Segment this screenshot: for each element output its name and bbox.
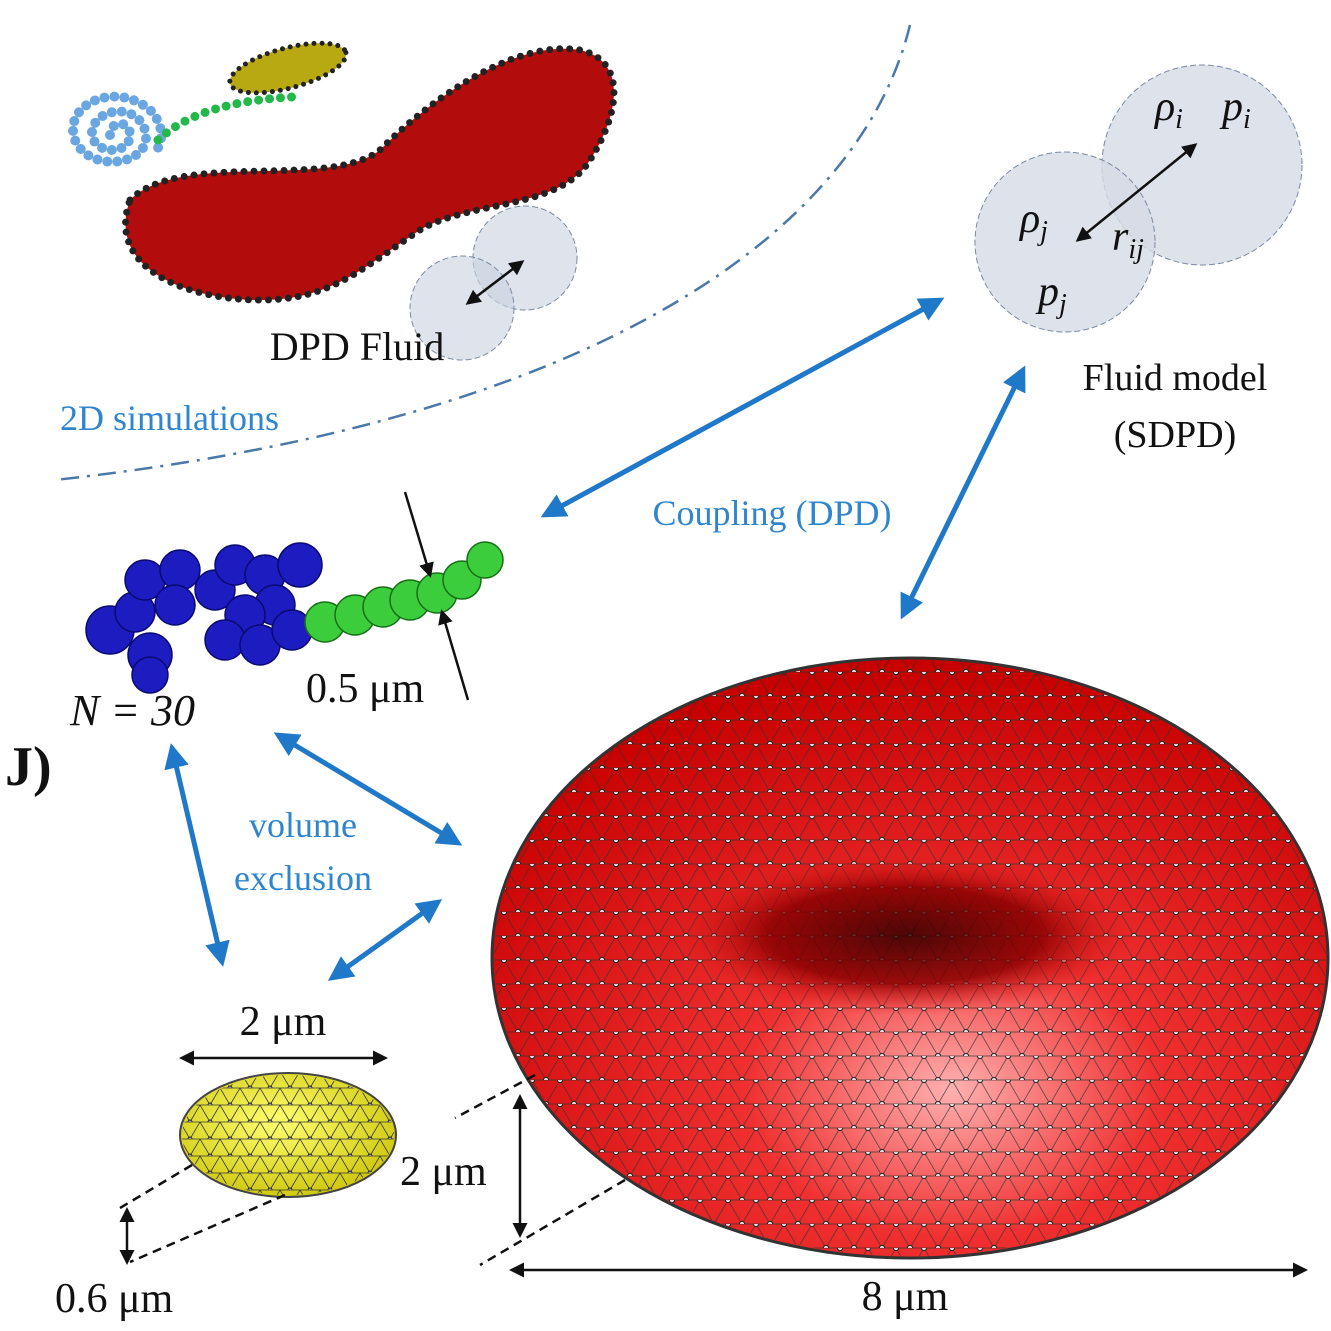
dpd-label: DPD Fluid (270, 324, 445, 369)
polymer-2d (73, 97, 161, 162)
fluid-model-title: Fluid model (1083, 357, 1268, 399)
rbc-width: 8 μm (862, 1274, 949, 1320)
polymer-3d (86, 542, 503, 693)
diameter-arrow (405, 492, 430, 575)
panel-label: J) (5, 736, 52, 798)
exclusion-arrow (332, 902, 438, 978)
dimension-guide (455, 1075, 535, 1118)
polymer-count: N = 30 (69, 686, 195, 735)
fluid-model-subtitle: (SDPD) (1114, 414, 1236, 456)
polymer-diameter: 0.5 μm (306, 666, 425, 712)
dimension-guide (120, 1165, 192, 1208)
platelet-width: 2 μm (240, 999, 327, 1045)
coupling-arrow (903, 370, 1023, 615)
platelet-mesh (182, 1075, 394, 1195)
coupling-arrow (545, 300, 940, 515)
region-label: 2D simulations (60, 398, 279, 438)
exclusion-arrow (172, 748, 222, 962)
exclusion-label: exclusion (234, 858, 372, 898)
page: { "panel_label": "J)", "top_left": {"dpd… (0, 0, 1331, 1331)
diameter-arrow (442, 612, 468, 700)
polymer-tail-2d (158, 97, 292, 140)
dimension-guide (130, 1195, 285, 1262)
diagram: DPD Fluid 2D simulations ρi pi ρj rij pj… (0, 0, 1331, 1331)
rbc-height: 2 μm (400, 1149, 487, 1195)
rbc-dimple (675, 855, 1135, 1015)
dimension-guide (480, 1180, 625, 1265)
platelet-thickness: 0.6 μm (55, 1276, 174, 1322)
exclusion-label: volume (249, 805, 357, 845)
platelet-2d (225, 33, 351, 103)
coupling-label: Coupling (DPD) (652, 493, 891, 533)
